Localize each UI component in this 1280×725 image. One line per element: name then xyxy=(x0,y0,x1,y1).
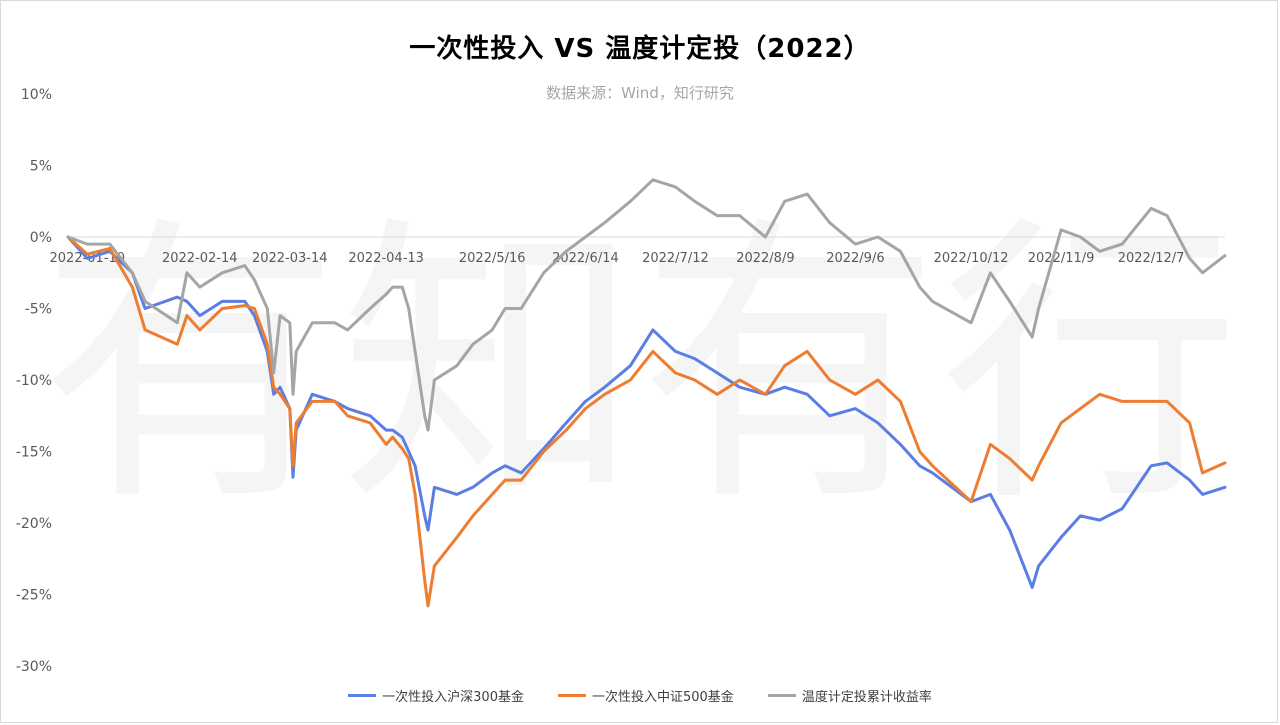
series-group xyxy=(66,178,1227,608)
legend-item-1: 一次性投入沪深300基金 xyxy=(348,686,524,705)
x-tick-label: 2022-03-14 xyxy=(252,251,328,266)
y-tick-label: -15% xyxy=(16,445,52,461)
x-axis: 2022-01-10 2022-02-14 2022-03-14 2022-04-13… xyxy=(50,251,1185,266)
legend-item-3: 温度计定投累计收益率 xyxy=(767,686,932,705)
legend-swatch xyxy=(348,694,377,697)
y-tick-label: -10% xyxy=(16,373,52,389)
chart-subtitle: 数据来源：Wind，知行研究 xyxy=(546,84,734,102)
legend-label: 温度计定投累计收益率 xyxy=(801,690,932,705)
y-tick-label: -20% xyxy=(16,516,52,532)
legend-swatch xyxy=(557,694,586,697)
chart-title: 一次性投入 VS 温度计定投（2022） xyxy=(409,34,871,64)
x-tick-label: 2022-04-13 xyxy=(348,251,424,266)
legend-item-2: 一次性投入中证500基金 xyxy=(557,686,734,705)
y-tick-label: -25% xyxy=(16,588,52,604)
x-tick-label: 2022/7/12 xyxy=(642,251,709,266)
x-tick-label: 2022/11/9 xyxy=(1028,251,1095,266)
series-line-3 xyxy=(66,178,1227,432)
x-tick-label: 2022/6/14 xyxy=(552,251,619,266)
x-tick-label: 2022-02-14 xyxy=(162,251,238,266)
series-line-2 xyxy=(66,235,1227,608)
y-tick-label: 0% xyxy=(30,230,52,246)
y-axis: 10% 5% 0% -5% -10% -15% -20% -25% -30% xyxy=(16,87,52,675)
legend-label: 一次性投入中证500基金 xyxy=(591,690,734,705)
legend-label: 一次性投入沪深300基金 xyxy=(382,690,524,705)
y-tick-label: -5% xyxy=(25,302,52,318)
x-tick-label: 2022/8/9 xyxy=(736,251,794,266)
x-tick-label: 2022/10/12 xyxy=(934,251,1009,266)
chart-legend: 一次性投入沪深300基金 一次性投入中证500基金 温度计定投累计收益率 xyxy=(0,686,1280,705)
y-tick-label: 5% xyxy=(30,159,52,175)
y-tick-label: 10% xyxy=(21,87,52,103)
x-tick-label: 2022/5/16 xyxy=(459,251,526,266)
y-tick-label: -30% xyxy=(16,659,52,675)
x-tick-label: 2022/9/6 xyxy=(826,251,884,266)
legend-swatch xyxy=(767,694,796,697)
x-tick-label: 2022/12/7 xyxy=(1118,251,1185,266)
